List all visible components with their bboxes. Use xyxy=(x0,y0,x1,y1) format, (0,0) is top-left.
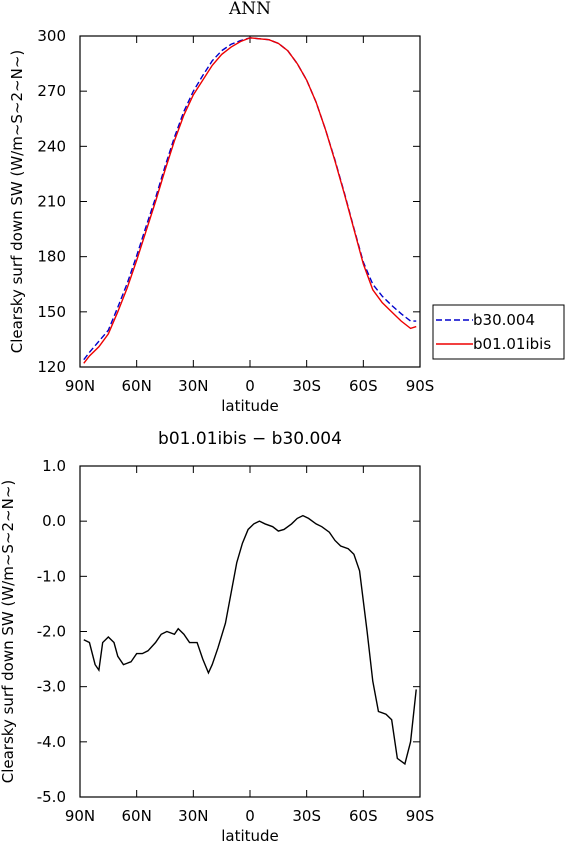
legend-label: b30.004 xyxy=(473,311,535,329)
y-tick-label: 120 xyxy=(37,358,66,376)
x-tick-label: 30N xyxy=(178,377,208,395)
x-tick-label: 0 xyxy=(245,377,255,395)
x-tick-label: 60S xyxy=(349,377,378,395)
y-tick-label: 0.0 xyxy=(42,512,66,530)
plot-frame xyxy=(79,35,421,368)
x-tick-label: 90N xyxy=(65,377,95,395)
y-tick-label: -4.0 xyxy=(37,733,66,751)
y-axis-label: Clearsky surf down SW (W/m~S~2~N~) xyxy=(8,50,26,354)
y-tick-label: 240 xyxy=(37,137,66,155)
y-tick-label: 210 xyxy=(37,193,66,211)
x-tick-label: 30N xyxy=(178,807,208,825)
x-tick-label: 60S xyxy=(349,807,378,825)
y-tick-label: -2.0 xyxy=(37,623,66,641)
plot-frame xyxy=(79,465,421,798)
y-tick-label: 180 xyxy=(37,248,66,266)
x-tick-label: 90S xyxy=(406,807,435,825)
data-line xyxy=(83,37,417,361)
x-tick-label: 30S xyxy=(292,807,321,825)
x-axis-label: latitude xyxy=(221,827,279,845)
x-tick-label: 0 xyxy=(245,807,255,825)
x-tick-label: 60N xyxy=(122,377,152,395)
data-line xyxy=(83,514,417,766)
x-axis-label: latitude xyxy=(221,397,279,415)
x-tick-label: 60N xyxy=(122,807,152,825)
data-line xyxy=(83,37,417,364)
chart-title: ANN xyxy=(228,0,271,19)
chart-title: b01.01ibis − b30.004 xyxy=(158,429,342,449)
x-tick-label: 30S xyxy=(292,377,321,395)
y-tick-label: 1.0 xyxy=(42,457,66,475)
y-tick-label: -5.0 xyxy=(37,788,66,806)
y-axis-label: Clearsky surf down SW (W/m~S~2~N~) xyxy=(0,480,17,784)
y-tick-label: 150 xyxy=(37,303,66,321)
legend-label: b01.01ibis xyxy=(473,335,551,353)
y-tick-label: -3.0 xyxy=(37,678,66,696)
y-tick-label: 270 xyxy=(37,82,66,100)
x-tick-label: 90N xyxy=(65,807,95,825)
x-tick-label: 90S xyxy=(406,377,435,395)
y-tick-label: 300 xyxy=(37,27,66,45)
legend-box xyxy=(432,304,565,360)
y-tick-label: -1.0 xyxy=(37,567,66,585)
